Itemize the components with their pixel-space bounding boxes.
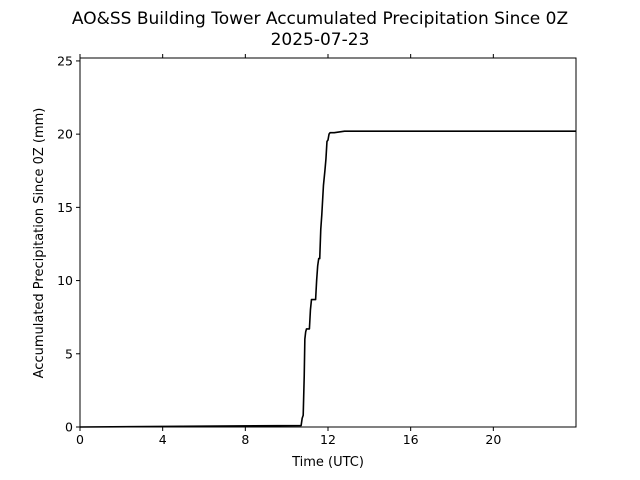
y-tick-label: 5 — [65, 346, 73, 361]
x-tick-label: 12 — [320, 432, 336, 447]
x-tick-label: 0 — [76, 432, 84, 447]
x-axis-label: Time (UTC) — [291, 455, 364, 470]
y-tick-label: 10 — [57, 273, 73, 288]
x-axis-ticks: 0 4 8 12 16 20 — [76, 54, 501, 447]
y-axis-label: Accumulated Precipitation Since 0Z (mm) — [32, 108, 47, 379]
chart-title: AO&SS Building Tower Accumulated Precipi… — [72, 9, 568, 29]
x-tick-label: 4 — [159, 432, 167, 447]
y-tick-label: 0 — [65, 420, 73, 435]
y-tick-label: 25 — [57, 53, 73, 68]
y-tick-label: 15 — [57, 200, 73, 215]
plot-frame — [79, 57, 577, 428]
chart-subtitle: 2025-07-23 — [271, 30, 370, 50]
x-tick-label: 8 — [241, 432, 249, 447]
x-tick-label: 16 — [403, 432, 419, 447]
y-axis-ticks: 0 5 10 15 20 25 — [57, 53, 80, 435]
data-line-0 — [79, 130, 576, 428]
plot-area — [79, 57, 577, 428]
y-tick-label: 20 — [57, 127, 73, 142]
x-tick-label: 20 — [485, 432, 501, 447]
